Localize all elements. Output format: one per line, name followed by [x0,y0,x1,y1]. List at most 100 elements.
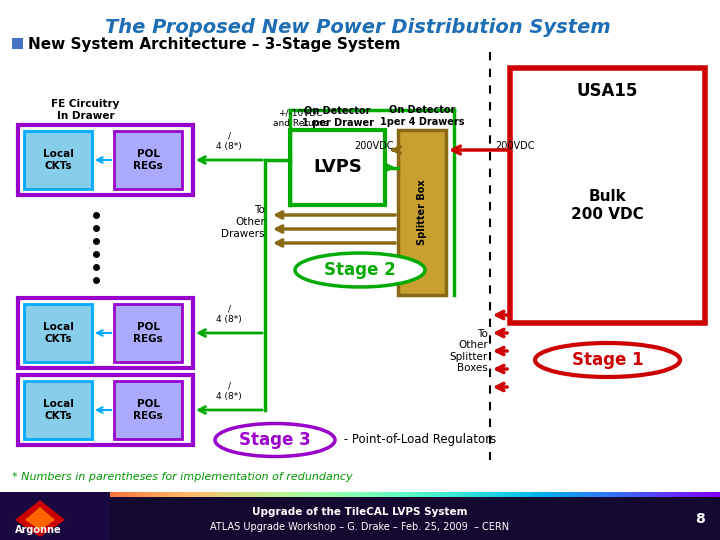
Bar [554,492,562,497]
Bar [317,492,324,497]
Bar [619,492,626,497]
Bar [281,492,288,497]
Bar [114,131,182,189]
Bar [101,492,108,497]
Bar [302,492,310,497]
Bar [562,492,569,497]
Text: On Detector
1 per Drawer: On Detector 1 per Drawer [302,106,374,128]
Text: Upgrade of the TileCAL LVPS System: Upgrade of the TileCAL LVPS System [252,507,468,517]
Text: New System Architecture – 3-Stage System: New System Architecture – 3-Stage System [28,37,400,51]
Bar [50,492,58,497]
Text: 200VDC: 200VDC [354,141,394,151]
Ellipse shape [215,423,335,456]
Bar [295,492,302,497]
Text: To
Other
Splitter
Boxes: To Other Splitter Boxes [450,329,488,373]
Bar [634,492,641,497]
Text: Splitter Box: Splitter Box [417,180,427,245]
Bar [612,492,619,497]
Bar [36,492,43,497]
Text: ATLAS Upgrade Workshop – G. Drake – Feb. 25, 2009  – CERN: ATLAS Upgrade Workshop – G. Drake – Feb.… [210,522,510,532]
Text: Stage 1: Stage 1 [572,351,643,369]
Bar [187,492,194,497]
Bar [626,492,634,497]
Text: The Proposed New Power Distribution System: The Proposed New Power Distribution Syst… [105,18,611,37]
Bar [655,492,662,497]
Bar [324,492,331,497]
Text: POL
REGs: POL REGs [133,322,163,344]
Bar [180,492,187,497]
Bar [7,492,14,497]
Bar [166,492,173,497]
Bar [24,381,92,439]
Text: Stage 3: Stage 3 [239,431,311,449]
Bar [12,38,23,49]
Bar [396,492,403,497]
Bar [684,492,691,497]
Bar [18,375,193,445]
Bar [115,492,122,497]
Bar [510,68,705,323]
Text: Local
CKTs: Local CKTs [42,322,73,344]
Text: USA15: USA15 [577,82,638,100]
Text: LVPS: LVPS [313,159,362,177]
Bar [114,304,182,362]
Bar [648,492,655,497]
Bar [670,492,677,497]
Text: Stage 2: Stage 2 [324,261,396,279]
Bar [43,492,50,497]
Text: POL
REGs: POL REGs [133,149,163,171]
Bar [58,492,65,497]
Text: /
4 (8*): / 4 (8*) [216,305,242,324]
Bar [290,130,385,205]
Bar [245,492,252,497]
Bar [403,492,410,497]
Bar [374,492,382,497]
Bar [410,492,418,497]
Bar [569,492,576,497]
Bar [605,492,612,497]
Bar [468,492,475,497]
Bar [497,492,504,497]
Bar [461,492,468,497]
Ellipse shape [295,253,425,287]
Bar [0,492,720,540]
Text: 200VDC: 200VDC [495,141,534,151]
Bar [504,492,511,497]
Bar [547,492,554,497]
Bar [223,492,230,497]
Bar [590,492,598,497]
Bar [24,304,92,362]
Bar [22,492,29,497]
Text: /
4 (8*): / 4 (8*) [216,132,242,151]
Text: 8: 8 [695,512,705,526]
Bar [216,492,223,497]
Bar [144,492,151,497]
Bar [398,130,446,295]
Text: Local
CKTs: Local CKTs [42,149,73,171]
Bar [151,492,158,497]
Bar [252,492,259,497]
Text: /
4 (8*): / 4 (8*) [216,382,242,401]
Bar [202,492,209,497]
Bar [713,492,720,497]
Bar [24,131,92,189]
Bar [94,492,101,497]
Bar [382,492,389,497]
Text: POL
REGs: POL REGs [133,399,163,421]
Bar [274,492,281,497]
Bar [310,492,317,497]
Bar [108,492,115,497]
Bar [0,492,110,540]
Bar [338,492,346,497]
Bar [173,492,180,497]
Bar [209,492,216,497]
Text: * Numbers in parentheses for implementation of redundancy: * Numbers in parentheses for implementat… [12,472,353,482]
Bar [540,492,547,497]
Bar [511,492,518,497]
Bar [122,492,130,497]
Bar [86,492,94,497]
Bar [490,492,497,497]
Bar [230,492,238,497]
Bar [706,492,713,497]
Bar [698,492,706,497]
